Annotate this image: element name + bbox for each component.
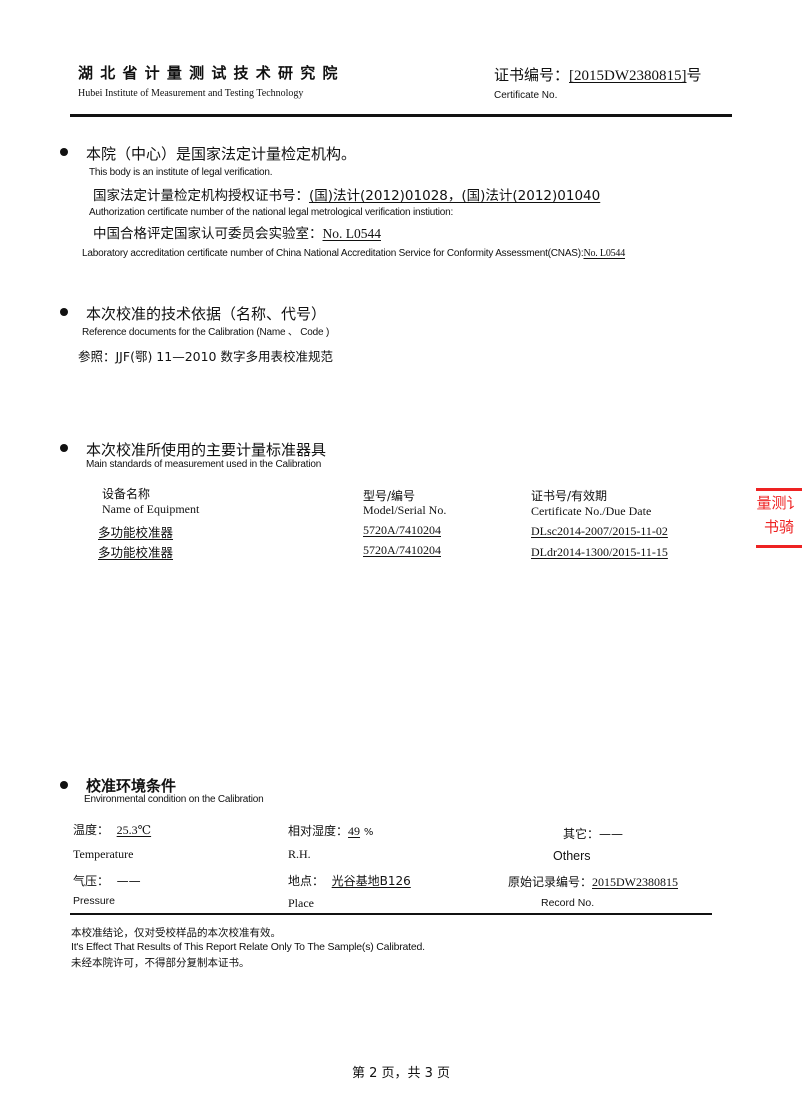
record-value: 2015DW2380815 <box>592 875 679 889</box>
cnas-value: No. L0544 <box>322 226 382 241</box>
bullet-icon <box>60 781 68 789</box>
others-label: 其它： <box>563 827 600 841</box>
seal-stamp: 量测讠 书骑 <box>756 488 802 548</box>
temperature-field: 温度： 25.3℃ <box>73 821 151 838</box>
col-header-model-en: Model/Serial No. <box>363 503 447 517</box>
section-divider <box>70 913 712 915</box>
validity-note: 本校准结论，仅对受校样品的本次校准有效。 <box>71 927 281 939</box>
cnas-line: 中国合格评定国家认可委员会实验室：No. L0544 <box>93 222 389 242</box>
equipment-cert: DLdr2014-1300/2015-11-15 <box>531 545 668 559</box>
institute-name-cn: 湖 北 省 计 量 测 试 技 术 研 究 院 <box>78 64 339 82</box>
pressure-field: 气压： —— <box>73 872 141 889</box>
record-label-en: Record No. <box>541 897 595 909</box>
section1-title-en: This body is an institute of legal verif… <box>89 167 273 178</box>
col-header-cert-cn: 证书号/有效期 <box>531 489 608 503</box>
validity-note-en: It's Effect That Results of This Report … <box>71 941 425 953</box>
temperature-label: 温度： <box>73 823 110 837</box>
others-field: 其它：—— <box>563 825 623 842</box>
bullet-icon <box>60 308 68 316</box>
cert-number-value: [2015DW2380815] <box>569 68 687 84</box>
others-value: —— <box>599 827 624 841</box>
stamp-line: 书骑 <box>763 518 794 536</box>
col-header-cert-en: Certificate No./Due Date <box>531 504 652 518</box>
equipment-model: 5720A/7410204 <box>363 523 441 537</box>
section4-title: 校准环境条件 <box>86 777 177 795</box>
rh-label: 相对湿度： <box>288 824 349 838</box>
bullet-icon <box>60 444 68 452</box>
auth-value: (国)法计(2012)01028，(国)法计(2012)01040 <box>309 188 601 204</box>
temperature-label-en: Temperature <box>73 847 134 861</box>
col-header-name-cn: 设备名称 <box>102 487 151 501</box>
cert-label-en: Certificate No. <box>494 90 558 101</box>
cnas-line-en: Laboratory accreditation certificate num… <box>82 248 625 259</box>
place-label-en: Place <box>288 896 314 910</box>
cert-suffix: 号 <box>686 66 702 84</box>
page-number: 第 2 页，共 3 页 <box>351 1066 451 1081</box>
institute-name-en: Hubei Institute of Measurement and Testi… <box>78 88 304 99</box>
copy-note: 未经本院许可，不得部分复制本证书。 <box>71 957 250 969</box>
place-value: 光谷基地B126 <box>331 874 411 888</box>
rh-unit: % <box>363 827 374 838</box>
equipment-model: 5720A/7410204 <box>363 543 441 557</box>
reference-document: 参照：JJF(鄂) 11—2010 数字多用表校准规范 <box>78 349 333 364</box>
equipment-name: 多功能校准器 <box>98 525 174 540</box>
col-header-model-cn: 型号/编号 <box>363 489 416 503</box>
pressure-label: 气压： <box>73 874 110 888</box>
equipment-name: 多功能校准器 <box>98 545 174 560</box>
cnas-value-en: No. L0544 <box>583 248 626 259</box>
pressure-value: —— <box>116 874 141 888</box>
others-label-en: Others <box>553 849 591 863</box>
section2-title-en: Reference documents for the Calibration … <box>82 327 330 338</box>
temperature-value: 25.3℃ <box>116 823 152 837</box>
cert-label: 证书编号： <box>494 66 570 84</box>
cnas-label: 中国合格评定国家认可委员会实验室： <box>93 226 323 242</box>
section3-title-en: Main standards of measurement used in th… <box>86 459 322 470</box>
section1-title: 本院（中心）是国家法定计量检定机构。 <box>86 145 357 163</box>
section2-title: 本次校准的技术依据（名称、代号） <box>86 305 327 323</box>
rh-field: 相对湿度：49 % <box>288 822 373 839</box>
col-header-name-en: Name of Equipment <box>102 502 200 516</box>
section3-title: 本次校准所使用的主要计量标准器具 <box>86 441 327 459</box>
cnas-label-en: Laboratory accreditation certificate num… <box>82 248 584 259</box>
auth-label: 国家法定计量检定机构授权证书号： <box>93 188 309 204</box>
stamp-line: 量测讠 <box>756 494 802 512</box>
rh-value: 49 <box>348 824 361 838</box>
record-label: 原始记录编号： <box>508 875 593 889</box>
auth-label-en: Authorization certificate number of the … <box>89 207 454 218</box>
auth-cert-line: 国家法定计量检定机构授权证书号：(国)法计(2012)01028，(国)法计(2… <box>93 184 614 204</box>
rh-label-en: R.H. <box>288 847 311 861</box>
place-field: 地点： 光谷基地B126 <box>288 872 411 889</box>
bullet-icon <box>60 148 68 156</box>
header-divider <box>70 114 732 117</box>
pressure-label-en: Pressure <box>73 895 116 907</box>
record-field: 原始记录编号：2015DW2380815 <box>508 873 678 890</box>
certificate-number: 证书编号：[2015DW2380815]号 <box>494 64 702 85</box>
place-label: 地点： <box>288 874 325 888</box>
section4-title-en: Environmental condition on the Calibrati… <box>84 794 264 805</box>
equipment-cert: DLsc2014-2007/2015-11-02 <box>531 524 668 538</box>
